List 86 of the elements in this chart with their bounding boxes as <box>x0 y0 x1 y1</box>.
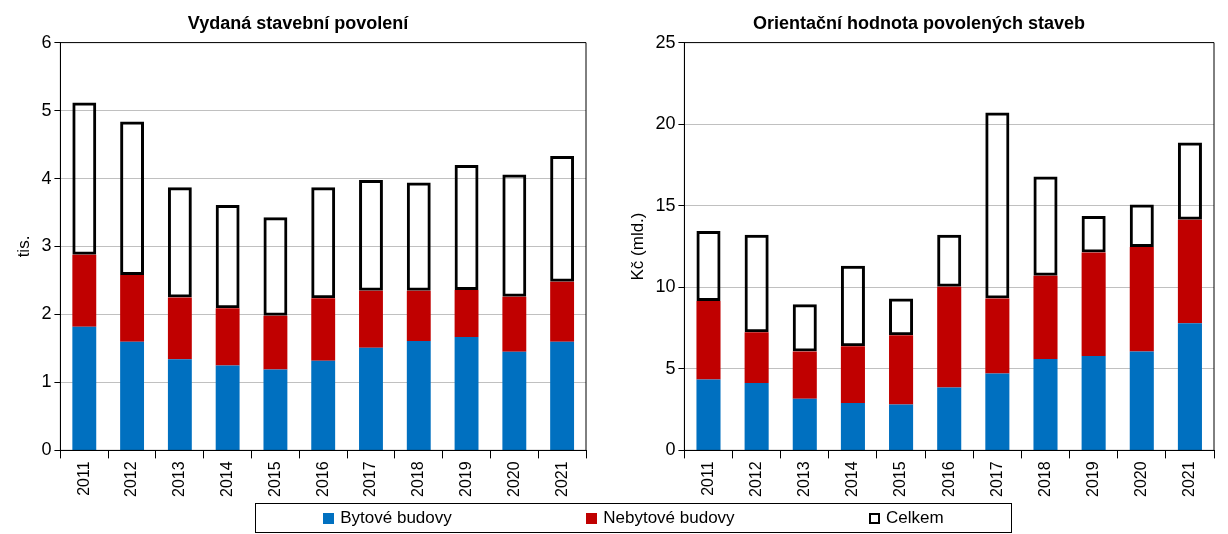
x-tick-label: 2011 <box>74 461 92 496</box>
bar <box>937 286 962 388</box>
bar <box>1081 252 1106 357</box>
bar <box>792 398 817 450</box>
bar <box>215 308 240 366</box>
bar <box>550 341 575 450</box>
bar <box>502 351 527 450</box>
bar <box>550 281 575 342</box>
bar <box>1033 275 1058 360</box>
y-tick-label: 0 <box>665 439 676 460</box>
x-tick-label: 2015 <box>265 461 283 497</box>
bar <box>985 373 1010 450</box>
bar <box>937 387 962 450</box>
bar <box>1177 219 1202 324</box>
bar <box>120 275 145 342</box>
x-tick-label: 2013 <box>795 461 813 497</box>
x-tick-label: 2013 <box>170 461 188 497</box>
legend-label: Bytové budovy <box>339 508 452 528</box>
x-tick-label: 2011 <box>698 461 716 496</box>
bar <box>840 403 865 450</box>
bar <box>72 254 97 327</box>
bar <box>696 379 721 450</box>
bar <box>72 326 97 450</box>
legend-label: Nebytové budovy <box>602 508 735 528</box>
x-tick-label: 2015 <box>891 461 909 497</box>
bar <box>744 332 769 384</box>
chart-title: Orientační hodnota povolených staveb <box>752 12 1086 33</box>
bar <box>406 290 431 341</box>
y-tick-label: 5 <box>665 357 676 378</box>
bar <box>985 298 1010 374</box>
y-tick-label: 5 <box>41 99 52 120</box>
bar <box>311 360 336 450</box>
y-tick-label: 15 <box>655 194 676 215</box>
x-tick-label: 2019 <box>1084 461 1102 497</box>
bar <box>359 347 383 450</box>
x-tick-label: 2018 <box>1035 461 1053 497</box>
x-tick-label: 2020 <box>504 461 522 497</box>
y-tick-label: 2 <box>41 303 52 324</box>
bar <box>1177 323 1202 450</box>
bar <box>406 340 431 450</box>
x-tick-label: 2016 <box>313 461 331 497</box>
y-tick-label: 25 <box>655 31 676 52</box>
bar <box>263 315 288 370</box>
y-tick-label: 4 <box>41 167 52 188</box>
y-tick-label: 1 <box>41 371 52 392</box>
bar <box>1129 246 1154 352</box>
y-tick-label: 0 <box>41 439 52 460</box>
x-tick-label: 2017 <box>361 461 379 497</box>
y-axis-title: tis. <box>13 235 33 258</box>
bar <box>311 298 336 361</box>
bar <box>840 346 865 404</box>
x-tick-label: 2018 <box>409 461 427 497</box>
bar <box>696 300 721 380</box>
bar <box>502 296 527 352</box>
x-tick-label: 2012 <box>122 461 140 497</box>
bar <box>359 290 383 348</box>
y-axis-title: Kč (mld.) <box>627 212 647 281</box>
bar <box>889 404 914 450</box>
bar <box>792 351 817 399</box>
bar <box>454 290 479 337</box>
bar <box>167 359 192 450</box>
bar <box>744 383 769 450</box>
x-tick-label: 2012 <box>747 461 765 497</box>
y-tick-label: 6 <box>41 31 52 52</box>
bar <box>1129 351 1154 450</box>
y-tick-label: 3 <box>41 235 52 256</box>
x-tick-label: 2014 <box>843 461 861 497</box>
bar <box>1081 356 1106 450</box>
y-tick-label: 20 <box>655 113 676 134</box>
bar <box>454 336 479 450</box>
x-tick-label: 2021 <box>552 461 570 497</box>
bar <box>889 335 914 405</box>
bar <box>215 365 240 450</box>
x-tick-label: 2020 <box>1132 461 1150 497</box>
bar <box>120 341 145 450</box>
x-tick-label: 2019 <box>456 461 474 497</box>
chart-title: Vydaná stavební povolení <box>187 12 410 33</box>
x-tick-label: 2021 <box>1180 461 1198 497</box>
bar <box>1033 359 1058 450</box>
legend-label: Celkem <box>885 508 944 528</box>
x-tick-label: 2017 <box>987 461 1005 497</box>
bar <box>263 369 288 450</box>
y-tick-label: 10 <box>655 276 676 297</box>
x-tick-label: 2016 <box>939 461 957 497</box>
x-tick-label: 2014 <box>218 461 236 497</box>
bar <box>167 297 192 360</box>
